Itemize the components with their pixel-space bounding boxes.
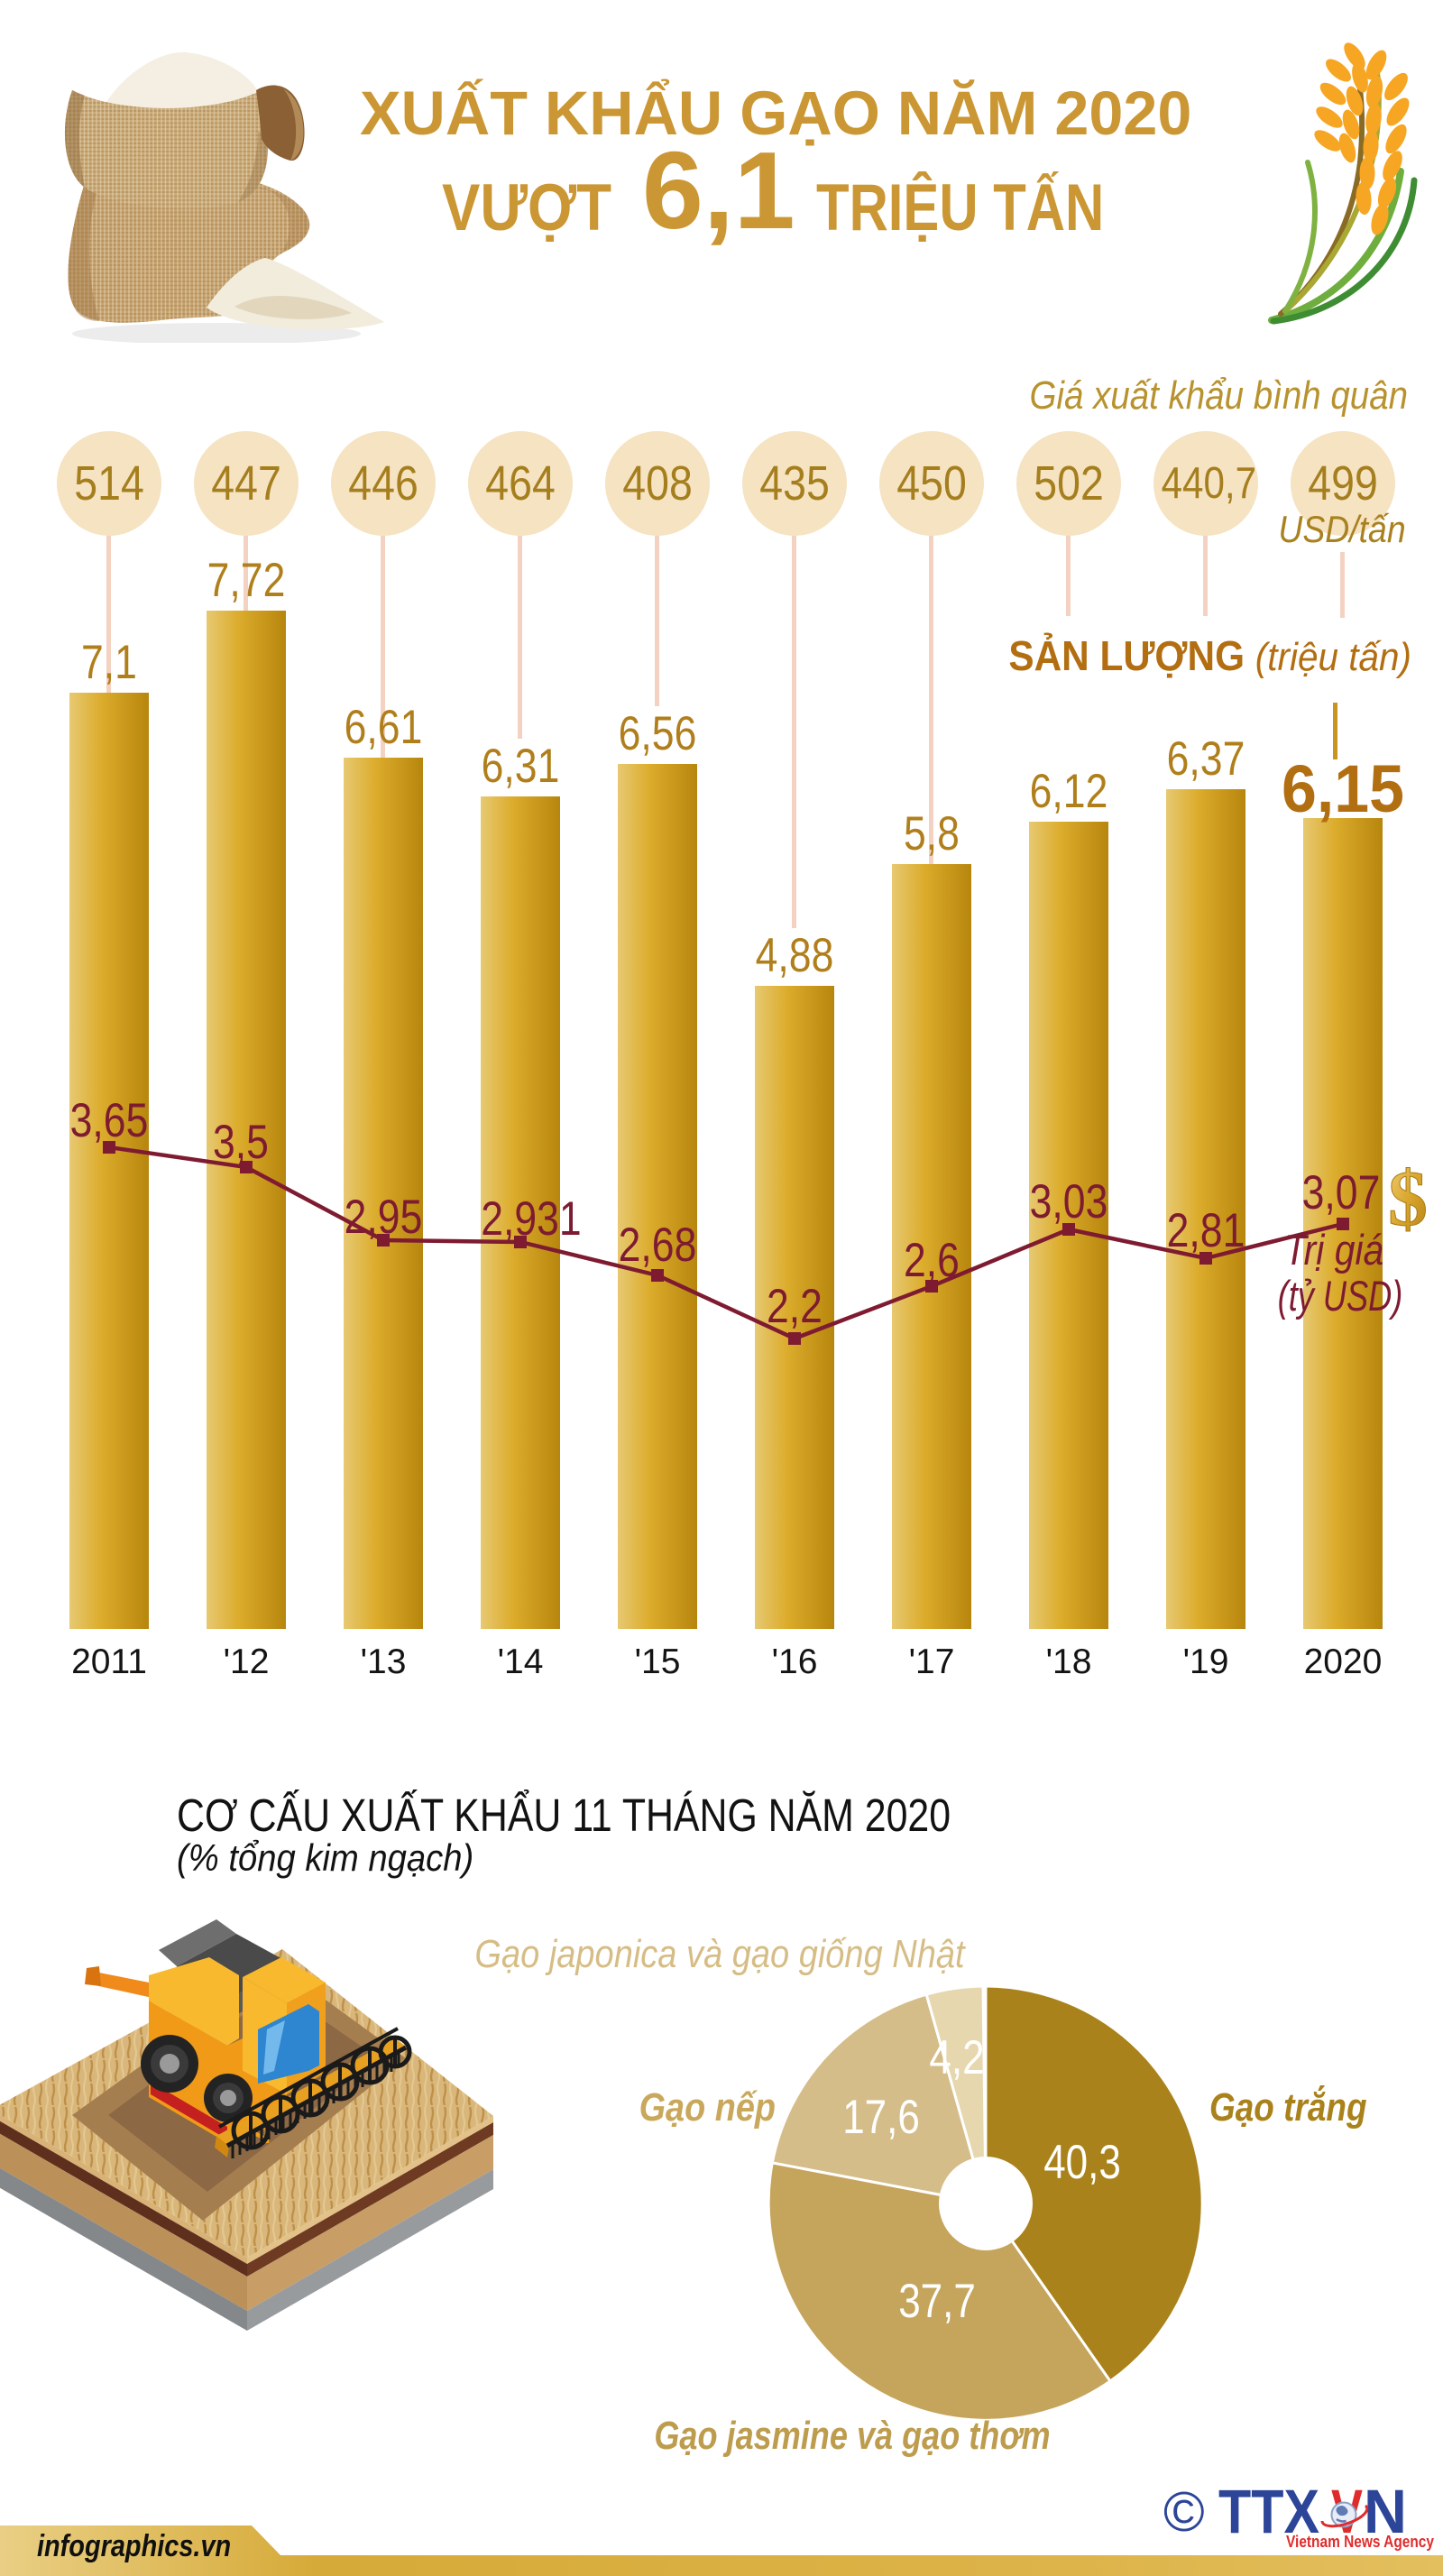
svg-text:$: $ — [1388, 1164, 1428, 1240]
svg-text:©: © — [1163, 2481, 1205, 2544]
svg-text:TTX: TTX — [1218, 2479, 1319, 2546]
svg-text:Vietnam News Agency: Vietnam News Agency — [1286, 2532, 1435, 2551]
svg-text:N: N — [1364, 2479, 1407, 2546]
